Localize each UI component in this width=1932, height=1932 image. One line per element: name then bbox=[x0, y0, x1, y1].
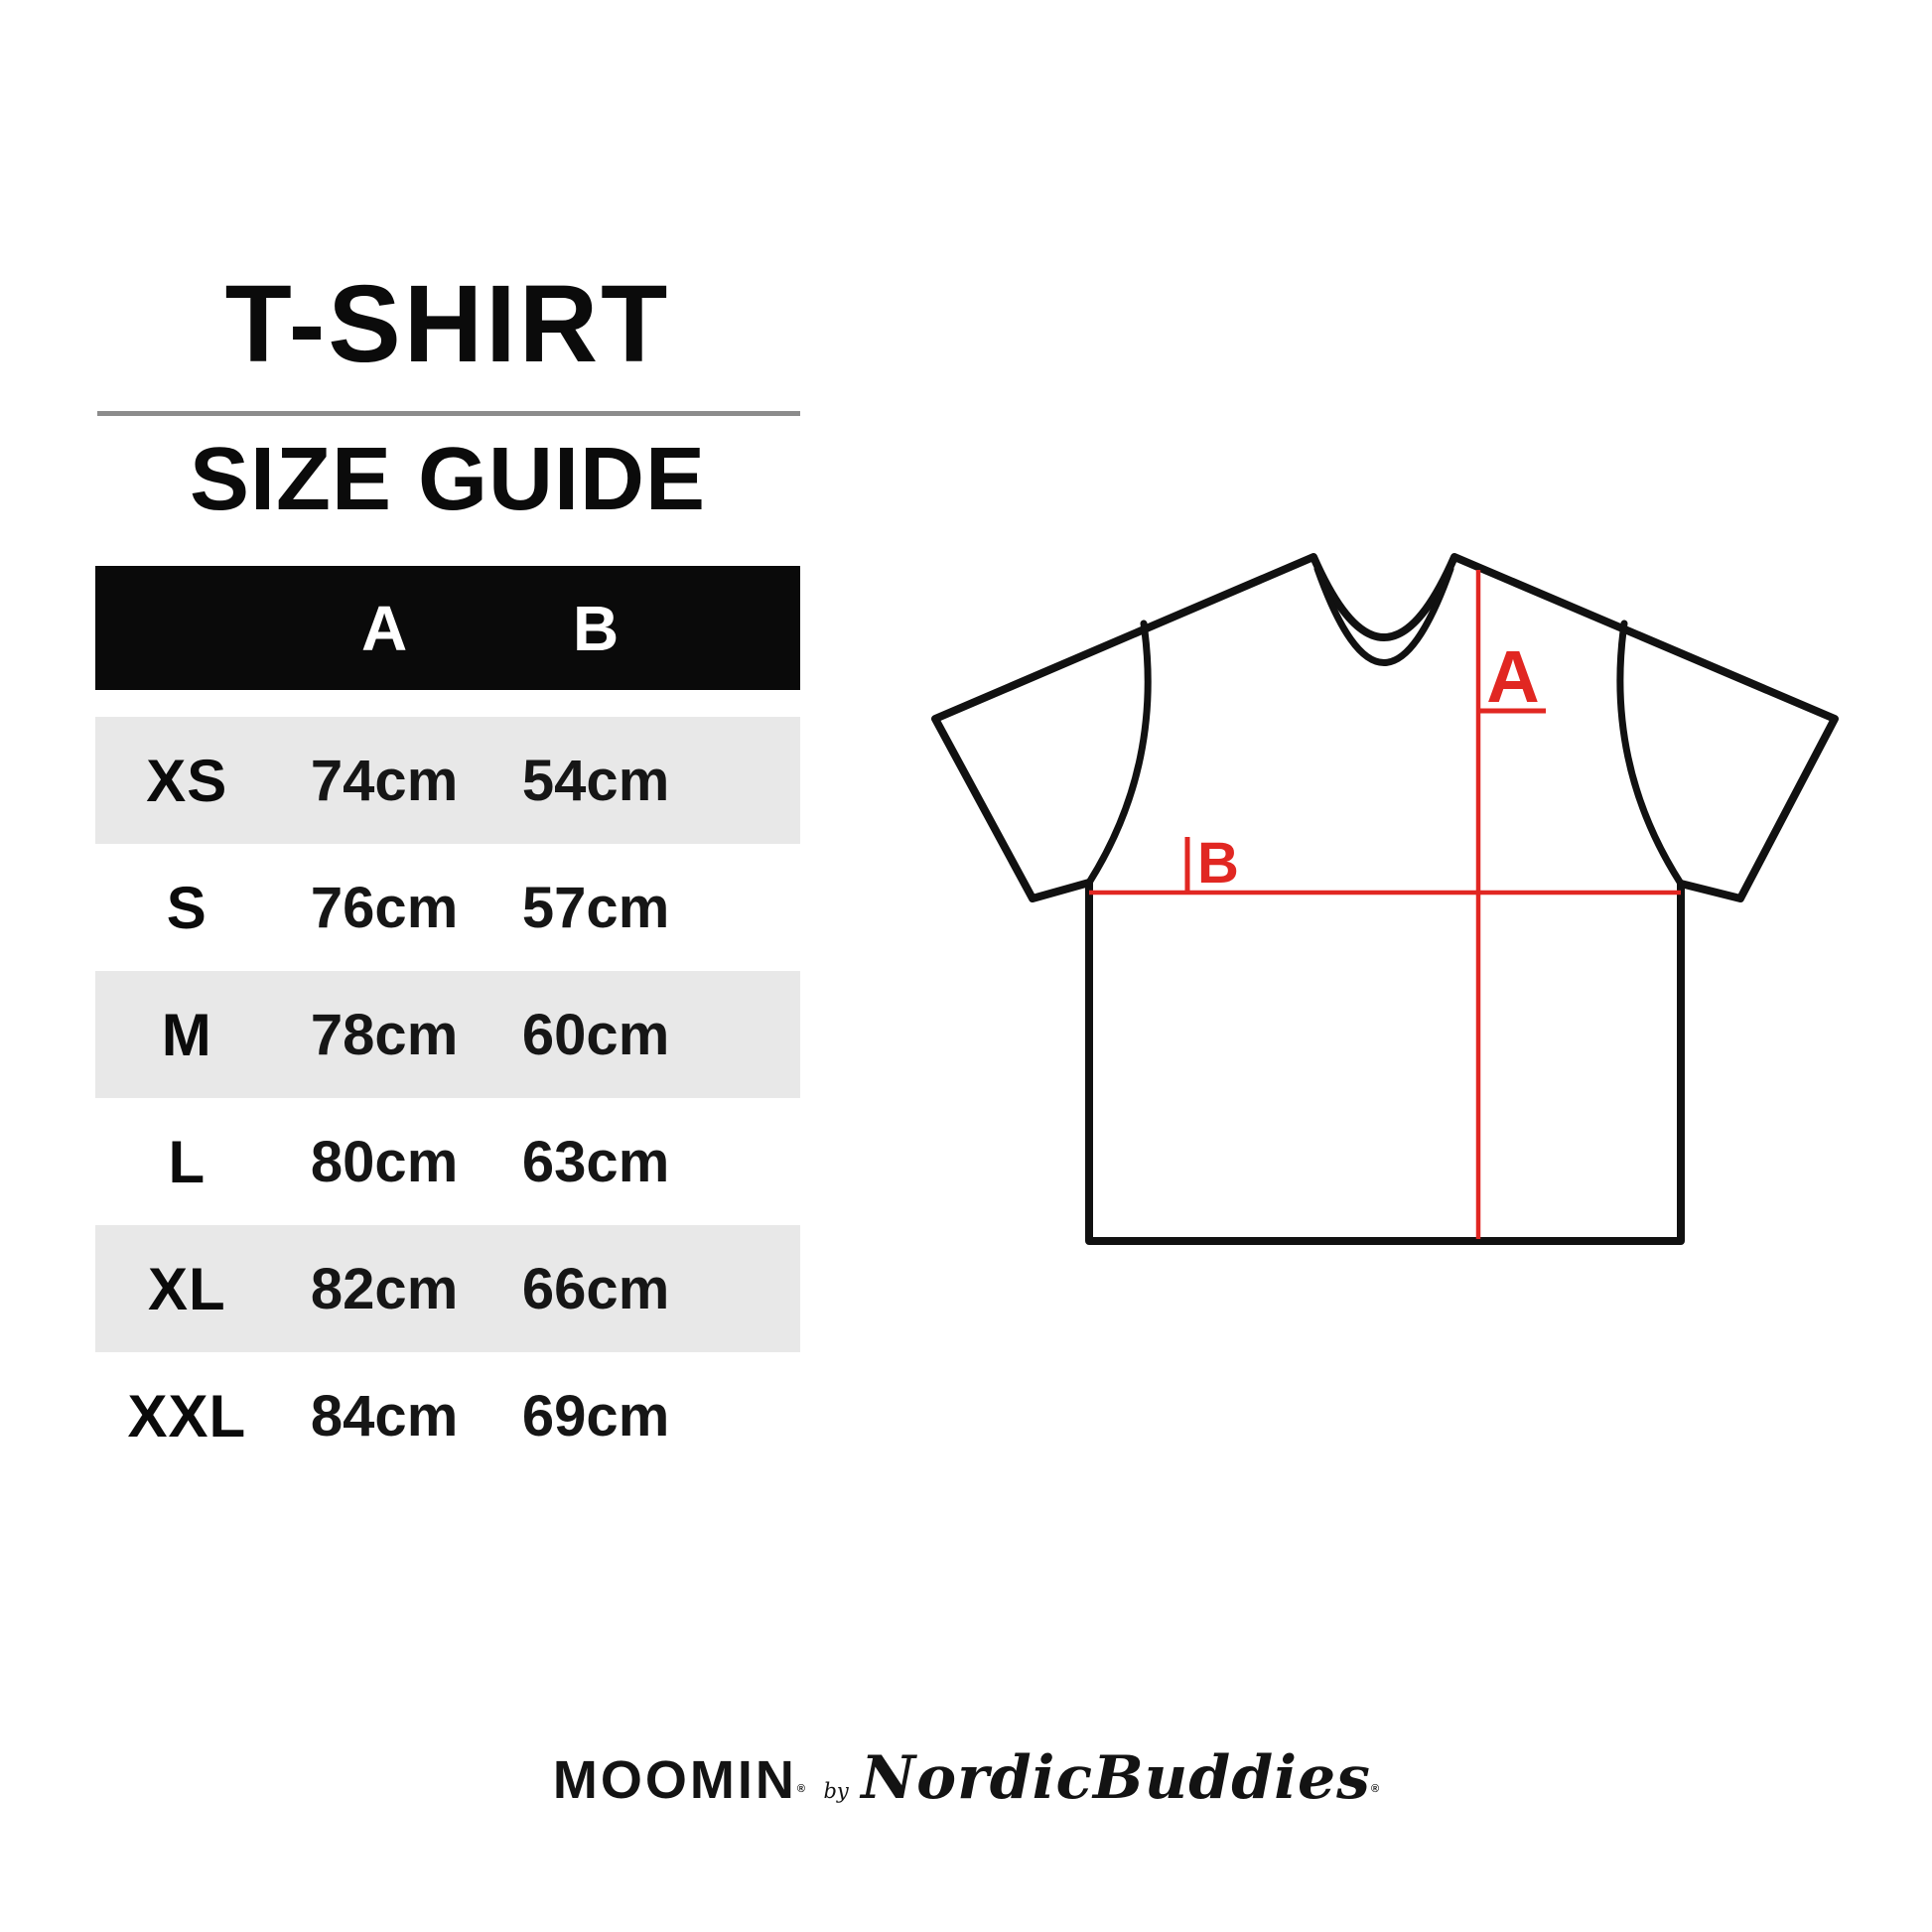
measurement-b: 63cm bbox=[521, 1129, 670, 1194]
measurement-a: 78cm bbox=[310, 1002, 459, 1067]
size-label: S bbox=[166, 874, 207, 941]
measure-label-a: A bbox=[1486, 635, 1539, 718]
armhole-right-icon bbox=[1616, 620, 1685, 888]
measurement-b: 69cm bbox=[521, 1383, 670, 1449]
table-row-m: M 78cm 60cm bbox=[95, 971, 800, 1098]
page-title: T-SHIRT bbox=[224, 263, 671, 385]
measurement-b: 66cm bbox=[521, 1256, 670, 1321]
tshirt-diagram: A B bbox=[931, 553, 1839, 1245]
table-row-xl: XL 82cm 66cm bbox=[95, 1225, 800, 1352]
table-row-xs: XS 74cm 54cm bbox=[95, 717, 800, 844]
measure-label-b: B bbox=[1197, 831, 1239, 896]
size-label: M bbox=[161, 1001, 212, 1068]
by-text: by bbox=[823, 1779, 849, 1803]
measurement-a: 80cm bbox=[310, 1129, 459, 1194]
tshirt-outline-icon bbox=[931, 553, 1839, 1245]
registered-mark-icon: ® bbox=[1370, 1782, 1380, 1795]
measurement-b: 54cm bbox=[521, 748, 670, 813]
table-header-row: A B bbox=[95, 566, 800, 690]
table-row-l: L 80cm 63cm bbox=[95, 1098, 800, 1225]
measurement-a: 82cm bbox=[310, 1256, 459, 1321]
registered-mark-icon: ® bbox=[796, 1782, 805, 1795]
brand-footer: MOOMIN® by NordicBuddies® bbox=[0, 1743, 1932, 1813]
measurement-a: 84cm bbox=[310, 1383, 459, 1449]
table-row-xxl: XXL 84cm 69cm bbox=[95, 1352, 800, 1479]
measurement-a: 76cm bbox=[310, 875, 459, 940]
page-subtitle: SIZE GUIDE bbox=[189, 430, 707, 529]
measurement-b: 60cm bbox=[521, 1002, 670, 1067]
size-label: XXL bbox=[127, 1382, 247, 1449]
moomin-logo: MOOMIN bbox=[552, 1750, 797, 1810]
column-header-b: B bbox=[572, 592, 620, 664]
size-label: L bbox=[168, 1128, 207, 1195]
size-table: A B XS 74cm 54cm S 76cm 57cm M 78cm 60cm… bbox=[95, 566, 800, 1479]
measurement-b: 57cm bbox=[521, 875, 670, 940]
collar-band-icon bbox=[1313, 565, 1454, 666]
title-divider bbox=[97, 411, 800, 416]
measurement-a: 74cm bbox=[310, 748, 459, 813]
nordicbuddies-logo: NordicBuddies bbox=[861, 1743, 1371, 1813]
size-label: XL bbox=[147, 1255, 226, 1322]
column-header-a: A bbox=[360, 592, 408, 664]
size-label: XS bbox=[146, 747, 228, 814]
table-row-s: S 76cm 57cm bbox=[95, 844, 800, 971]
armhole-left-icon bbox=[1085, 620, 1152, 887]
